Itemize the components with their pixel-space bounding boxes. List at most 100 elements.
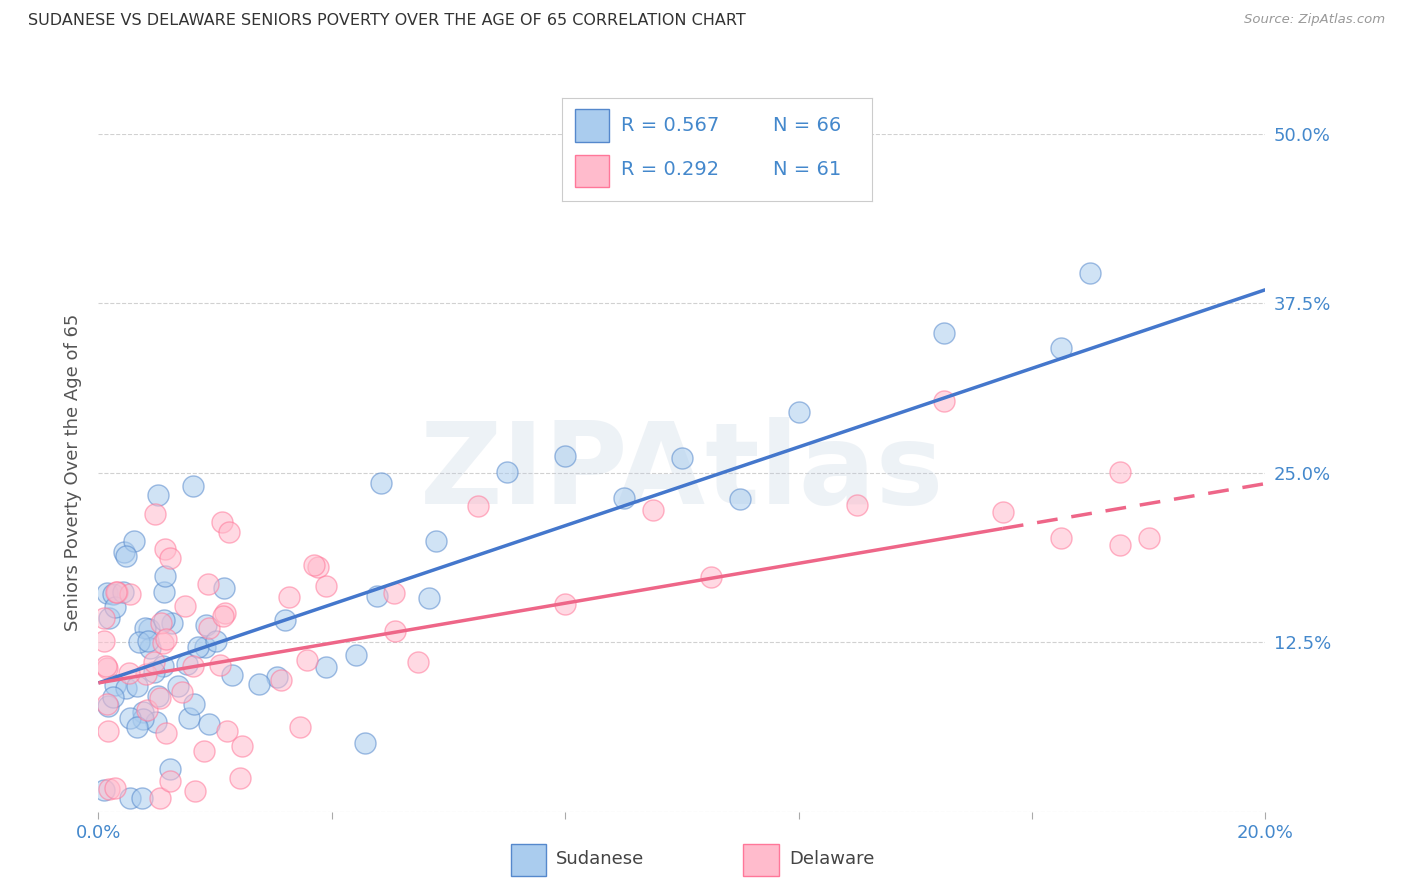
Point [845, 498, 868, 512]
Point [143, 655, 166, 669]
Point [112, 545, 135, 559]
Point [231, 739, 253, 753]
Point [183, 697, 205, 711]
Point [127, 720, 149, 734]
Point [307, 560, 329, 574]
Text: R = 0.292: R = 0.292 [621, 161, 720, 179]
Point [934, 326, 956, 340]
Point [315, 578, 337, 592]
Point [138, 640, 160, 655]
Point [136, 633, 159, 648]
Point [184, 783, 207, 797]
Point [194, 640, 217, 654]
Point [94, 659, 117, 673]
Point [105, 584, 128, 599]
Point [120, 587, 142, 601]
Point [247, 677, 270, 691]
Point [671, 450, 693, 465]
Point [136, 703, 159, 717]
Point [382, 586, 405, 600]
Point [131, 791, 153, 805]
Point [1050, 341, 1073, 355]
Point [148, 488, 170, 502]
Point [214, 606, 236, 620]
Point [143, 665, 166, 679]
Point [97, 724, 120, 739]
Point [148, 791, 170, 805]
Point [193, 743, 215, 757]
Point [1050, 531, 1073, 545]
Point [425, 534, 447, 549]
Point [214, 581, 236, 595]
Point [155, 542, 177, 557]
Point [101, 690, 124, 704]
Point [153, 585, 176, 599]
Point [353, 736, 375, 750]
Point [554, 597, 576, 611]
Point [132, 713, 155, 727]
Point [96, 698, 118, 712]
Text: Delaware: Delaware [789, 849, 875, 868]
Point [1108, 465, 1130, 479]
Point [104, 585, 127, 599]
Text: N = 61: N = 61 [773, 161, 841, 179]
Text: Sudanese: Sudanese [557, 849, 644, 868]
Point [97, 781, 120, 796]
Point [700, 570, 723, 584]
Point [131, 705, 153, 719]
Point [153, 613, 176, 627]
Point [270, 673, 292, 687]
Bar [510, 844, 546, 876]
Point [104, 780, 127, 795]
Point [162, 615, 184, 630]
Point [554, 449, 576, 463]
Text: Source: ZipAtlas.com: Source: ZipAtlas.com [1244, 13, 1385, 27]
Point [173, 599, 195, 613]
Point [155, 569, 177, 583]
Bar [575, 110, 609, 142]
Point [122, 534, 145, 549]
Point [146, 689, 169, 703]
Point [114, 681, 136, 695]
Point [155, 632, 177, 646]
Point [218, 524, 240, 539]
Point [366, 589, 388, 603]
Point [197, 577, 219, 591]
Point [211, 515, 233, 529]
Bar [575, 154, 609, 187]
Point [197, 716, 219, 731]
Point [204, 634, 226, 648]
Point [1080, 266, 1102, 280]
Point [179, 711, 201, 725]
Point [115, 549, 138, 563]
Point [183, 659, 205, 673]
Point [1108, 538, 1130, 552]
Point [277, 590, 299, 604]
Point [93, 611, 115, 625]
Text: SUDANESE VS DELAWARE SENIORS POVERTY OVER THE AGE OF 65 CORRELATION CHART: SUDANESE VS DELAWARE SENIORS POVERTY OVE… [28, 13, 745, 29]
Point [145, 715, 167, 730]
Point [143, 507, 166, 521]
Bar [744, 844, 779, 876]
Point [266, 670, 288, 684]
Point [934, 393, 956, 408]
Point [408, 656, 430, 670]
Point [96, 586, 118, 600]
Point [149, 691, 172, 706]
Point [198, 621, 221, 635]
Point [229, 772, 252, 786]
Point [104, 600, 127, 615]
Point [612, 491, 634, 505]
Text: ZIPAtlas: ZIPAtlas [420, 417, 943, 528]
Y-axis label: Seniors Poverty Over the Age of 65: Seniors Poverty Over the Age of 65 [65, 314, 83, 632]
Point [149, 615, 172, 630]
Point [159, 551, 181, 566]
Point [96, 699, 118, 714]
Point [297, 653, 319, 667]
Point [209, 658, 232, 673]
Point [211, 609, 233, 624]
Point [221, 668, 243, 682]
Point [98, 611, 121, 625]
Point [93, 634, 115, 648]
Point [118, 665, 141, 680]
